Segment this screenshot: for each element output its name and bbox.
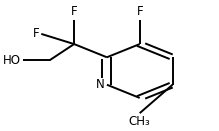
Text: CH₃: CH₃ (129, 115, 151, 128)
Text: F: F (71, 5, 77, 18)
Text: HO: HO (3, 54, 21, 67)
Text: F: F (136, 5, 143, 18)
Text: F: F (33, 27, 39, 40)
Text: N: N (96, 78, 105, 91)
